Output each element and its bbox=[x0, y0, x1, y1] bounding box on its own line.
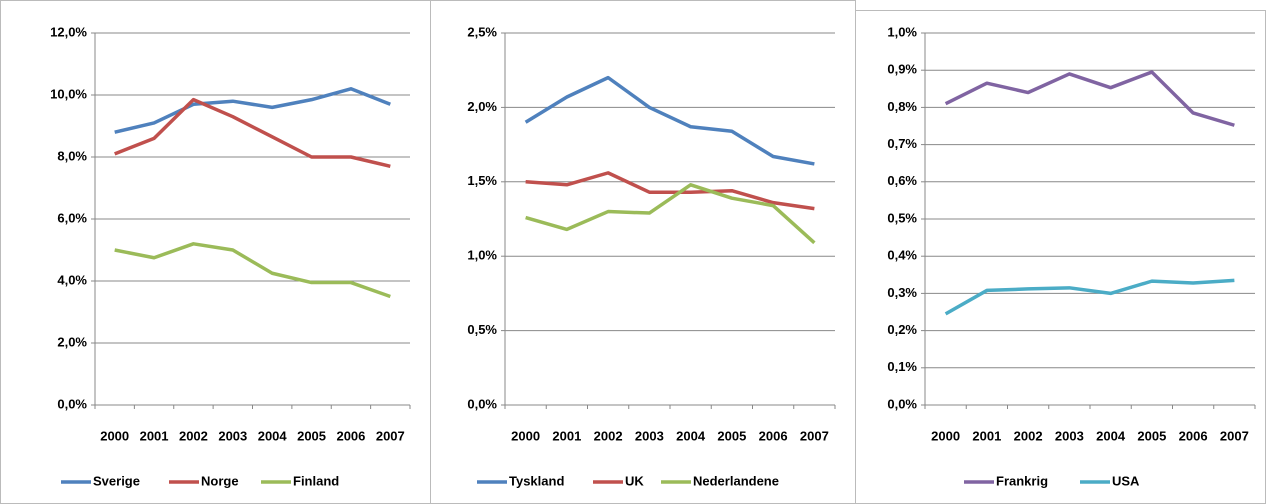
y-tick-label: 0,7% bbox=[887, 136, 917, 151]
y-tick-label: 1,5% bbox=[467, 173, 497, 188]
legend-label: Nederlandene bbox=[693, 473, 779, 488]
legend-label: Frankrig bbox=[996, 473, 1048, 488]
y-tick-label: 1,0% bbox=[467, 248, 497, 263]
series-line bbox=[944, 278, 1235, 316]
x-tick-label: 2004 bbox=[1096, 428, 1126, 443]
y-tick-label: 0,0% bbox=[887, 396, 917, 411]
series-line bbox=[114, 97, 391, 169]
y-tick-label: 0,9% bbox=[887, 62, 917, 77]
y-tick-label: 0,5% bbox=[467, 322, 497, 337]
series-line bbox=[114, 87, 391, 134]
x-tick-label: 2007 bbox=[1220, 428, 1249, 443]
y-tick-label: 0,1% bbox=[887, 359, 917, 374]
x-tick-label: 2001 bbox=[552, 428, 581, 443]
x-tick-label: 2003 bbox=[1055, 428, 1084, 443]
series-line bbox=[525, 183, 816, 245]
y-tick-label: 8,0% bbox=[57, 148, 87, 163]
y-tick-label: 6,0% bbox=[57, 210, 87, 225]
y-tick-label: 0,2% bbox=[887, 322, 917, 337]
x-tick-label: 2005 bbox=[717, 428, 746, 443]
series-line bbox=[114, 242, 391, 299]
series-line bbox=[944, 70, 1235, 127]
x-tick-label: 2007 bbox=[800, 428, 829, 443]
y-tick-label: 0,0% bbox=[467, 396, 497, 411]
y-tick-label: 12,0% bbox=[50, 24, 87, 39]
y-tick-label: 0,0% bbox=[57, 396, 87, 411]
x-tick-label: 2002 bbox=[1014, 428, 1043, 443]
y-tick-label: 0,4% bbox=[887, 248, 917, 263]
x-tick-label: 2000 bbox=[100, 428, 129, 443]
x-tick-label: 2005 bbox=[297, 428, 326, 443]
y-tick-label: 2,0% bbox=[57, 334, 87, 349]
series-line bbox=[525, 171, 815, 211]
legend-label: UK bbox=[625, 473, 644, 488]
x-tick-label: 2004 bbox=[676, 428, 706, 443]
y-tick-label: 2,0% bbox=[467, 99, 497, 114]
x-tick-label: 2001 bbox=[140, 428, 169, 443]
y-tick-label: 0,3% bbox=[887, 285, 917, 300]
y-tick-label: 2,5% bbox=[467, 24, 497, 39]
legend-label: Finland bbox=[293, 473, 339, 488]
y-tick-label: 4,0% bbox=[57, 272, 87, 287]
x-tick-label: 2002 bbox=[179, 428, 208, 443]
x-tick-label: 2006 bbox=[336, 428, 365, 443]
x-tick-label: 2003 bbox=[635, 428, 664, 443]
x-tick-label: 2005 bbox=[1137, 428, 1166, 443]
y-tick-label: 0,8% bbox=[887, 99, 917, 114]
x-tick-label: 2003 bbox=[218, 428, 247, 443]
y-tick-label: 10,0% bbox=[50, 86, 87, 101]
x-tick-label: 2001 bbox=[972, 428, 1001, 443]
x-tick-label: 2007 bbox=[376, 428, 405, 443]
x-tick-label: 2002 bbox=[594, 428, 623, 443]
legend-label: Norge bbox=[201, 473, 239, 488]
series-line bbox=[524, 75, 815, 166]
x-tick-label: 2000 bbox=[931, 428, 960, 443]
x-tick-label: 2004 bbox=[258, 428, 288, 443]
y-tick-label: 0,5% bbox=[887, 210, 917, 225]
legend-label: Sverige bbox=[93, 473, 140, 488]
legend-label: USA bbox=[1112, 473, 1140, 488]
panel-border bbox=[0, 0, 431, 504]
x-tick-label: 2000 bbox=[511, 428, 540, 443]
legend-label: Tyskland bbox=[509, 473, 564, 488]
y-tick-label: 1,0% bbox=[887, 24, 917, 39]
y-tick-label: 0,6% bbox=[887, 173, 917, 188]
x-tick-label: 2006 bbox=[759, 428, 788, 443]
x-tick-label: 2006 bbox=[1179, 428, 1208, 443]
